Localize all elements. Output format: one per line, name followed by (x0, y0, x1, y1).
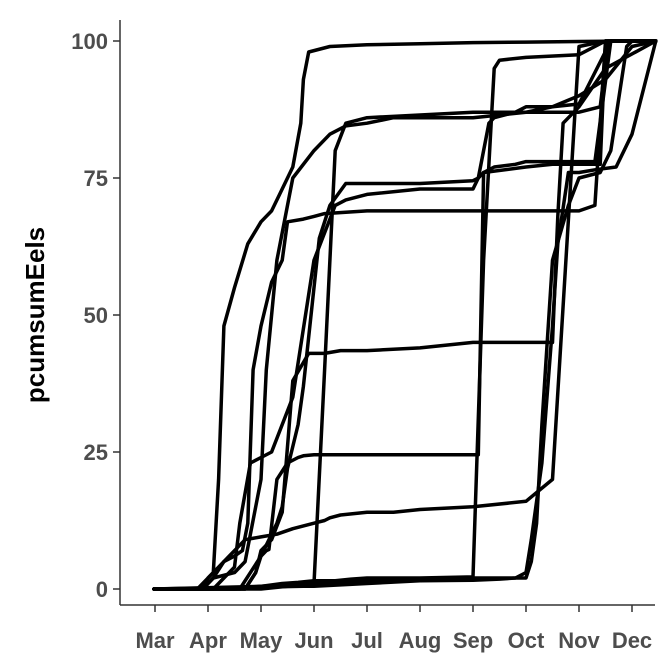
x-tick-label: Nov (558, 628, 600, 653)
series-line-9 (152, 39, 658, 591)
x-tick-label: Jun (294, 628, 333, 653)
series-line-4 (152, 39, 658, 591)
x-axis: Mar Apr May Jun Jul Aug Sep Oct Nov Dec (120, 604, 655, 653)
x-tick-label: Dec (612, 628, 652, 653)
y-tick-label: 50 (84, 303, 108, 328)
x-ticks: Mar Apr May Jun Jul Aug Sep Oct Nov Dec (135, 605, 652, 653)
y-axis: 0 25 50 75 100 (71, 20, 121, 605)
y-ticks: 0 25 50 75 100 (71, 29, 120, 602)
x-tick-label: Mar (135, 628, 175, 653)
x-tick-label: Oct (508, 628, 545, 653)
x-tick-label: Apr (189, 628, 227, 653)
series-lines (152, 39, 658, 591)
y-tick-label: 100 (71, 29, 108, 54)
x-tick-label: Jul (351, 628, 383, 653)
series-line-7 (152, 39, 658, 591)
series-line-12 (152, 39, 658, 591)
series-line-11 (152, 39, 658, 591)
series-line-2 (152, 39, 658, 591)
series-line-6 (152, 39, 658, 591)
series-line-1 (152, 39, 658, 591)
y-tick-label: 75 (84, 166, 108, 191)
x-tick-label: May (240, 628, 284, 653)
y-tick-label: 25 (84, 440, 108, 465)
x-tick-label: Aug (399, 628, 442, 653)
series-line-3 (152, 39, 658, 591)
series-line-10 (152, 39, 658, 591)
y-axis-title: pcumsumEels (20, 227, 50, 403)
series-line-5 (152, 39, 658, 591)
y-tick-label: 0 (96, 577, 108, 602)
x-tick-label: Sep (453, 628, 493, 653)
series-line-8 (152, 39, 658, 591)
